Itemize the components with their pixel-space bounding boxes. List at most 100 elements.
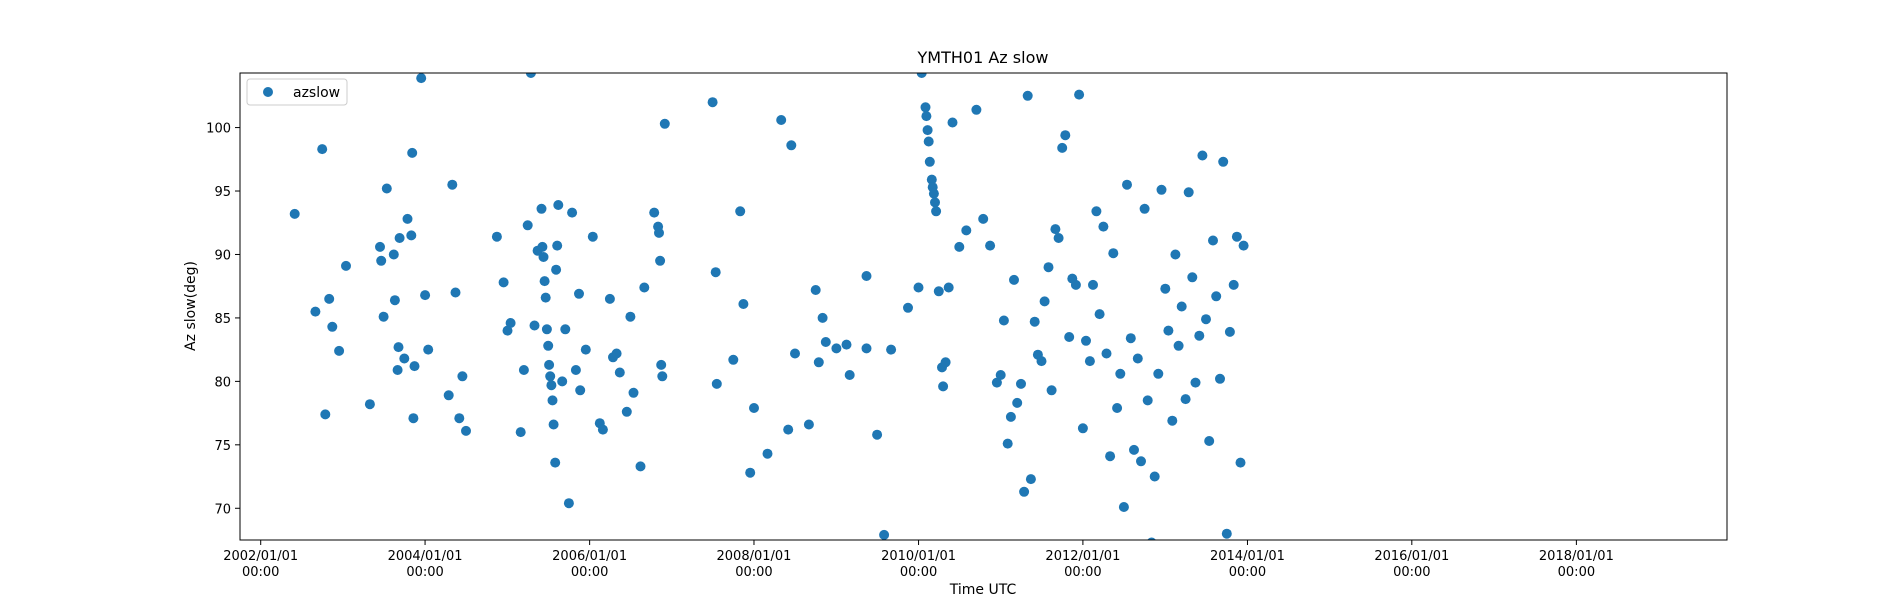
data-point bbox=[1173, 340, 1184, 351]
data-point bbox=[1046, 385, 1057, 396]
data-point bbox=[557, 376, 568, 387]
data-point bbox=[1215, 373, 1225, 384]
data-point bbox=[388, 249, 399, 260]
data-point bbox=[409, 361, 420, 372]
data-point bbox=[985, 240, 996, 251]
data-point bbox=[341, 260, 351, 271]
data-point bbox=[580, 344, 591, 355]
data-point bbox=[416, 73, 427, 84]
data-point bbox=[1160, 283, 1171, 294]
y-tick-label: 85 bbox=[214, 312, 231, 327]
data-point bbox=[611, 348, 622, 359]
data-point bbox=[1029, 316, 1040, 327]
data-point bbox=[954, 241, 965, 252]
data-point bbox=[1231, 231, 1242, 242]
data-point bbox=[570, 365, 581, 375]
legend-label-azslow: azslow bbox=[293, 85, 340, 101]
data-point bbox=[553, 200, 564, 210]
data-point bbox=[399, 353, 410, 364]
data-point bbox=[1218, 156, 1229, 167]
data-point bbox=[920, 102, 931, 113]
data-point bbox=[544, 359, 555, 370]
data-point bbox=[1016, 378, 1026, 389]
data-point bbox=[408, 413, 419, 424]
data-point bbox=[820, 337, 831, 347]
data-point bbox=[947, 117, 958, 128]
data-point bbox=[817, 312, 828, 323]
data-point bbox=[502, 325, 513, 336]
data-point bbox=[560, 324, 571, 335]
data-point bbox=[786, 140, 797, 151]
data-point bbox=[913, 282, 924, 293]
points-layer bbox=[289, 73, 1249, 540]
data-point bbox=[1002, 438, 1013, 449]
data-point bbox=[1060, 130, 1071, 141]
data-point bbox=[1094, 309, 1105, 320]
data-point bbox=[921, 111, 932, 122]
data-point bbox=[1098, 221, 1109, 232]
data-point bbox=[515, 427, 526, 438]
data-point bbox=[1105, 451, 1116, 462]
data-point bbox=[402, 213, 413, 224]
data-point bbox=[376, 255, 387, 266]
data-point bbox=[1197, 150, 1208, 161]
data-point bbox=[1112, 403, 1123, 413]
data-point bbox=[810, 285, 821, 295]
x-tick-label-time: 00:00 bbox=[900, 565, 937, 580]
data-point bbox=[978, 213, 989, 224]
x-tick-label-date: 2002/01/01 bbox=[223, 549, 298, 564]
data-point bbox=[998, 315, 1009, 326]
data-point bbox=[1081, 335, 1091, 346]
data-point bbox=[1053, 233, 1064, 243]
data-point bbox=[505, 318, 516, 328]
data-point bbox=[443, 390, 454, 401]
data-point bbox=[548, 419, 559, 430]
data-point bbox=[529, 320, 540, 331]
data-point bbox=[1204, 436, 1215, 446]
data-point bbox=[393, 342, 404, 353]
data-point bbox=[861, 343, 872, 354]
data-point bbox=[1129, 444, 1139, 455]
data-point bbox=[1147, 537, 1156, 540]
x-tick-label-date: 2008/01/01 bbox=[717, 549, 792, 564]
data-point bbox=[539, 276, 550, 287]
data-point bbox=[872, 429, 883, 440]
data-point bbox=[924, 156, 935, 167]
data-point bbox=[933, 286, 944, 297]
data-point bbox=[1064, 332, 1075, 342]
data-point bbox=[1088, 279, 1098, 290]
data-point bbox=[749, 403, 759, 413]
data-point bbox=[940, 357, 951, 368]
data-point bbox=[1187, 272, 1198, 283]
data-point bbox=[1224, 326, 1235, 337]
data-point bbox=[728, 354, 739, 365]
data-point bbox=[1125, 333, 1136, 344]
data-point bbox=[1201, 314, 1211, 325]
data-point bbox=[1238, 240, 1249, 251]
data-point bbox=[923, 136, 934, 147]
data-point bbox=[1077, 423, 1088, 434]
data-point bbox=[1163, 325, 1174, 336]
x-tick-label-date: 2004/01/01 bbox=[388, 549, 463, 564]
data-point bbox=[745, 467, 756, 478]
data-point bbox=[1009, 274, 1019, 285]
data-point bbox=[547, 395, 558, 406]
data-point bbox=[1043, 262, 1054, 273]
data-point bbox=[1194, 330, 1205, 341]
data-point bbox=[1057, 142, 1068, 153]
data-point bbox=[738, 299, 749, 309]
data-point bbox=[930, 197, 940, 208]
data-point bbox=[879, 529, 890, 540]
x-tick-label-time: 00:00 bbox=[1558, 565, 1595, 580]
data-point bbox=[1108, 248, 1119, 259]
y-tick-label: 80 bbox=[214, 375, 231, 390]
data-point bbox=[552, 240, 563, 251]
data-point bbox=[1221, 528, 1232, 539]
data-point bbox=[916, 73, 927, 78]
y-axis-label: Az slow(deg) bbox=[183, 261, 199, 351]
data-point bbox=[1012, 397, 1023, 408]
legend: azslow bbox=[246, 78, 348, 106]
data-point bbox=[454, 413, 465, 424]
data-point bbox=[928, 188, 939, 199]
